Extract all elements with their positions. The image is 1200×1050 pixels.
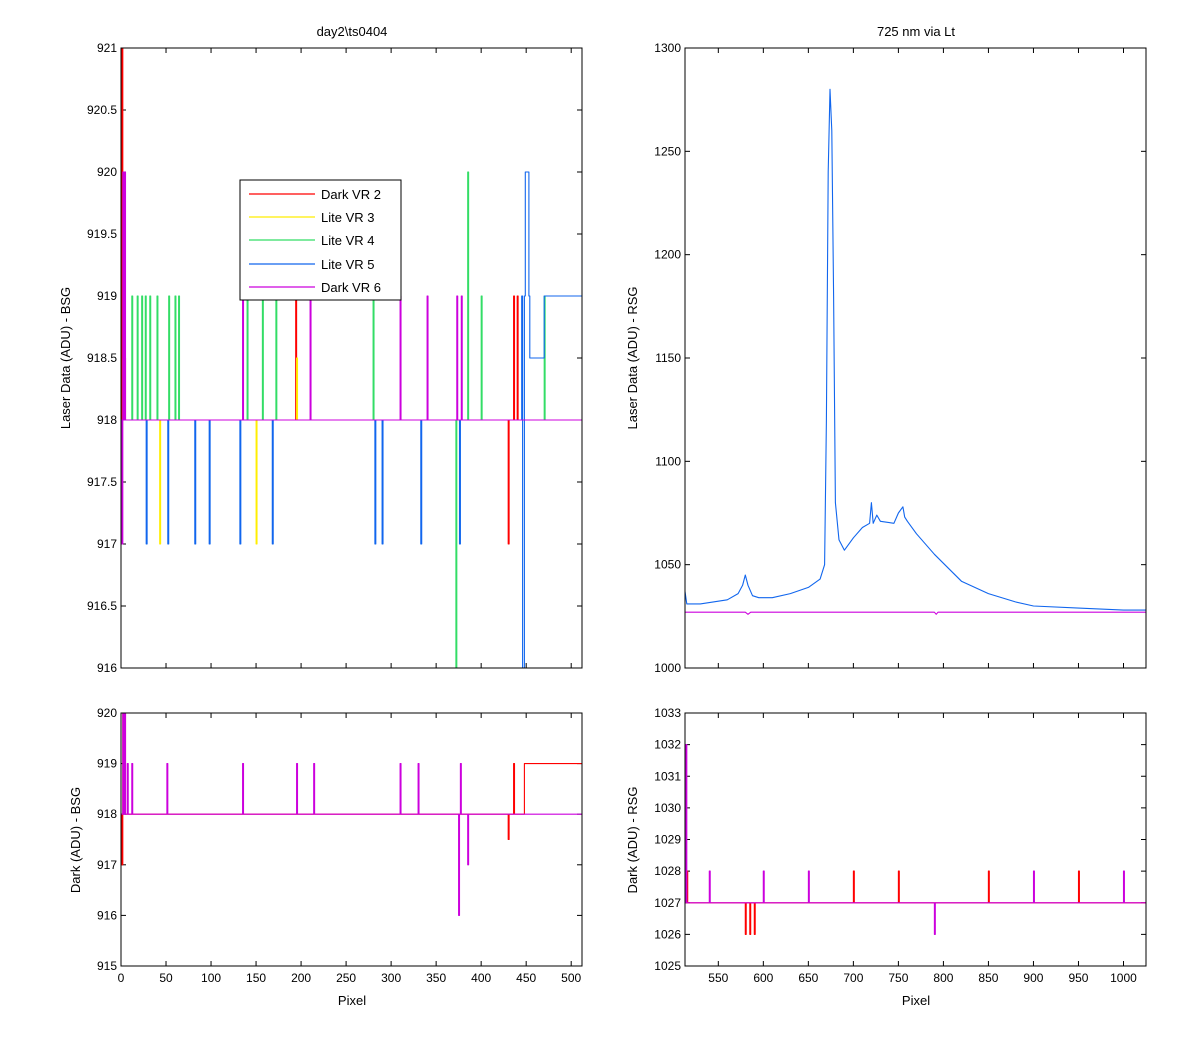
xtick-label: 700 bbox=[843, 971, 863, 985]
ytick-label: 1026 bbox=[654, 927, 681, 941]
ytick-label: 918 bbox=[97, 807, 117, 821]
legend-label-dark-vr-2: Dark VR 2 bbox=[321, 187, 381, 202]
ytick-label: 1050 bbox=[654, 558, 681, 572]
ytick-label: 918 bbox=[97, 413, 117, 427]
xtick-label: 600 bbox=[753, 971, 773, 985]
top-left-axes-frame bbox=[120, 47, 583, 669]
top-left-ticks: 916 916.5 917 917.5 918 918.5 919 919.5 920 920.5… bbox=[87, 41, 582, 675]
xtick-label: 50 bbox=[159, 971, 173, 985]
ytick-label: 920 bbox=[97, 165, 117, 179]
xtick-label: 450 bbox=[516, 971, 536, 985]
xtick-label: 850 bbox=[978, 971, 998, 985]
bottom-right-ylabel: Dark (ADU) - RSG bbox=[625, 787, 640, 894]
top-right-series-0-line bbox=[685, 88, 1146, 611]
ytick-label: 916 bbox=[97, 908, 117, 922]
ytick-label: 1030 bbox=[654, 801, 681, 815]
top-left-ylabel: Laser Data (ADU) - BSG bbox=[58, 287, 73, 429]
panel-bottom-left: Dark (ADU) - BSG Pixel 915 916 917 918 919 92… bbox=[68, 706, 583, 1008]
ytick-label: 915 bbox=[97, 959, 117, 973]
ytick-label: 1000 bbox=[654, 661, 681, 675]
ytick-label: 1028 bbox=[654, 864, 681, 878]
bottom-left-xlabel: Pixel bbox=[338, 993, 366, 1008]
xtick-label: 200 bbox=[291, 971, 311, 985]
bottom-right-plot-area bbox=[685, 744, 1146, 935]
panel-top-right: 725 nm via Lt Laser Data (ADU) - RSG 100… bbox=[625, 24, 1147, 675]
legend-label-dark-vr-6: Dark VR 6 bbox=[321, 280, 381, 295]
xtick-label: 500 bbox=[561, 971, 581, 985]
xtick-label: 250 bbox=[336, 971, 356, 985]
ytick-label: 919 bbox=[97, 757, 117, 771]
legend-label-lite-vr-5: Lite VR 5 bbox=[321, 257, 374, 272]
ytick-label: 1150 bbox=[655, 351, 681, 365]
bottom-right-ticks: 1025 1026 1027 1028 1029 1030 1031 1032 1033 550 6… bbox=[654, 706, 1146, 985]
ytick-label: 920.5 bbox=[87, 103, 117, 117]
top-left-lite-vr-3-line bbox=[121, 357, 582, 545]
ytick-label: 916 bbox=[97, 661, 117, 675]
xtick-label: 1000 bbox=[1110, 971, 1137, 985]
ytick-label: 916.5 bbox=[87, 599, 117, 613]
ytick-label: 1200 bbox=[654, 248, 681, 262]
ytick-label: 919 bbox=[97, 289, 117, 303]
xtick-label: 100 bbox=[201, 971, 221, 985]
top-right-series-1-line bbox=[685, 611, 1146, 615]
ytick-label: 1100 bbox=[655, 454, 681, 468]
xtick-label: 750 bbox=[888, 971, 908, 985]
ytick-label: 918.5 bbox=[87, 351, 117, 365]
bottom-left-series-1-line bbox=[121, 713, 582, 916]
legend-label-lite-vr-3: Lite VR 3 bbox=[321, 210, 374, 225]
xtick-label: 800 bbox=[933, 971, 953, 985]
ytick-label: 921 bbox=[97, 41, 117, 55]
bottom-left-axes-frame bbox=[120, 712, 583, 967]
ytick-label: 1027 bbox=[654, 896, 681, 910]
legend: Dark VR 2 Lite VR 3 Lite VR 4 Lite VR 5 … bbox=[239, 179, 402, 301]
top-left-title: day2\ts0404 bbox=[317, 24, 388, 39]
top-right-ylabel: Laser Data (ADU) - RSG bbox=[625, 286, 640, 429]
xtick-label: 150 bbox=[246, 971, 266, 985]
bottom-right-xlabel: Pixel bbox=[902, 993, 930, 1008]
bottom-left-ylabel: Dark (ADU) - BSG bbox=[68, 787, 83, 893]
ytick-label: 1033 bbox=[654, 706, 681, 720]
ytick-label: 917 bbox=[97, 858, 117, 872]
top-right-axes-frame bbox=[684, 47, 1147, 669]
legend-label-lite-vr-4: Lite VR 4 bbox=[321, 233, 374, 248]
ytick-label: 917.5 bbox=[87, 475, 117, 489]
xtick-label: 0 bbox=[118, 971, 125, 985]
panel-bottom-right: Dark (ADU) - RSG Pixel 10251026102710281… bbox=[625, 706, 1147, 1008]
ytick-label: 1250 bbox=[654, 144, 681, 158]
xtick-label: 950 bbox=[1068, 971, 1088, 985]
ytick-label: 919.5 bbox=[87, 227, 117, 241]
top-right-title: 725 nm via Lt bbox=[877, 24, 955, 39]
ytick-label: 1031 bbox=[654, 769, 681, 783]
ytick-label: 1029 bbox=[654, 833, 681, 847]
xtick-label: 350 bbox=[426, 971, 446, 985]
xtick-label: 650 bbox=[798, 971, 818, 985]
bottom-right-axes-frame bbox=[684, 712, 1147, 967]
top-right-plot-area bbox=[685, 88, 1146, 615]
top-left-lite-vr-4-line bbox=[121, 171, 582, 668]
xtick-label: 400 bbox=[471, 971, 491, 985]
ytick-label: 1032 bbox=[654, 738, 681, 752]
ytick-label: 1300 bbox=[654, 41, 681, 55]
ytick-label: 1025 bbox=[654, 959, 681, 973]
xtick-label: 300 bbox=[381, 971, 401, 985]
top-right-ticks: 1000 1050 1100 1150 1200 1250 1300 bbox=[654, 41, 1146, 675]
ytick-label: 917 bbox=[97, 537, 117, 551]
bottom-left-plot-area bbox=[121, 713, 582, 916]
ytick-label: 920 bbox=[97, 706, 117, 720]
xtick-label: 550 bbox=[708, 971, 728, 985]
bottom-right-series-1-line bbox=[685, 744, 1146, 935]
xtick-label: 900 bbox=[1023, 971, 1043, 985]
